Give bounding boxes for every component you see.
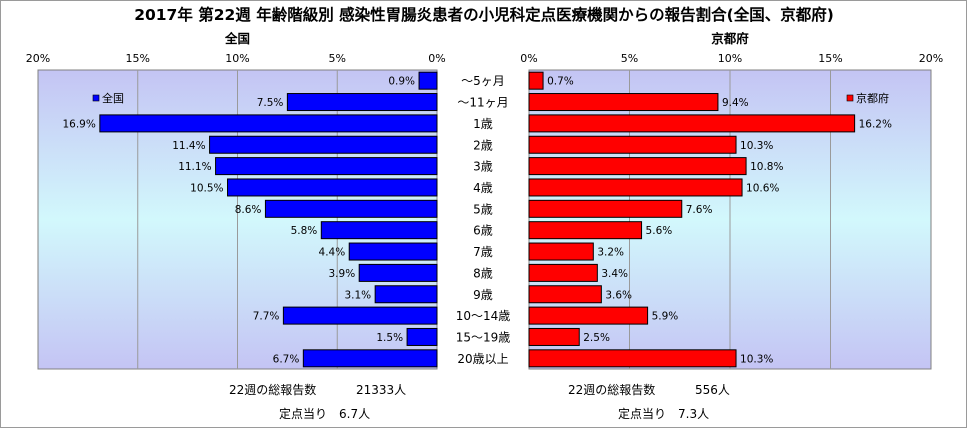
national-value-label: 1.5% xyxy=(376,332,403,344)
kyoto-tick-label: 0% xyxy=(520,52,537,65)
national-value-label: 16.9% xyxy=(62,118,95,130)
national-bar xyxy=(286,93,438,112)
kyoto-panel-title: 京都府 xyxy=(711,31,749,46)
national-bar xyxy=(302,349,438,368)
kyoto-value-label: 7.6% xyxy=(686,204,713,216)
kyoto-note-label: 定点当り xyxy=(618,406,666,421)
category-label: ～5ヶ月 xyxy=(461,74,505,88)
kyoto-value-label: 10.8% xyxy=(750,161,783,173)
category-label: 9歳 xyxy=(473,288,493,302)
national-note-label: 22週の総報告数 xyxy=(229,382,316,397)
kyoto-value-label: 16.2% xyxy=(859,118,892,130)
kyoto-bar xyxy=(528,157,747,176)
national-value-label: 7.7% xyxy=(253,311,280,323)
national-value-label: 10.5% xyxy=(190,182,223,194)
kyoto-bar xyxy=(528,93,719,112)
national-value-label: 3.1% xyxy=(344,289,371,301)
national-bar xyxy=(418,71,438,90)
national-note-value: 21333人 xyxy=(356,383,406,397)
national-value-label: 11.4% xyxy=(172,140,205,152)
national-bar xyxy=(358,263,438,282)
category-label: 2歳 xyxy=(473,138,493,152)
national-note-value: 6.7人 xyxy=(339,407,370,421)
kyoto-bar xyxy=(528,178,743,197)
kyoto-bar xyxy=(528,263,598,282)
category-label: 5歳 xyxy=(473,202,493,216)
kyoto-value-label: 9.4% xyxy=(722,97,749,109)
national-tick-label: 15% xyxy=(126,52,150,65)
national-bar xyxy=(209,135,438,154)
kyoto-bar xyxy=(528,306,649,325)
national-tick-label: 10% xyxy=(225,52,249,65)
national-tick-label: 20% xyxy=(26,52,50,65)
national-value-label: 11.1% xyxy=(178,161,211,173)
kyoto-value-label: 10.3% xyxy=(740,140,773,152)
national-panel-title: 全国 xyxy=(224,31,250,46)
kyoto-tick-label: 20% xyxy=(919,52,943,65)
national-value-label: 4.4% xyxy=(319,247,346,259)
kyoto-note-value: 556人 xyxy=(695,383,730,397)
kyoto-bar xyxy=(528,327,580,346)
kyoto-bar xyxy=(528,114,856,133)
kyoto-bar xyxy=(528,242,594,261)
kyoto-tick-label: 15% xyxy=(818,52,842,65)
category-label: 10～14歳 xyxy=(456,309,511,323)
category-label: 6歳 xyxy=(473,224,493,238)
kyoto-value-label: 3.4% xyxy=(601,268,628,280)
category-label: 15～19歳 xyxy=(456,330,511,344)
category-label: 8歳 xyxy=(473,266,493,280)
national-bar xyxy=(264,199,438,218)
kyoto-value-label: 2.5% xyxy=(583,332,610,344)
national-tick-label: 5% xyxy=(329,52,346,65)
category-label: 4歳 xyxy=(473,181,493,195)
kyoto-tick-label: 10% xyxy=(718,52,742,65)
national-value-label: 3.9% xyxy=(329,268,356,280)
category-label: 7歳 xyxy=(473,245,493,259)
kyoto-value-label: 0.7% xyxy=(547,76,574,88)
national-value-label: 6.7% xyxy=(273,353,300,365)
kyoto-legend-label: 京都府 xyxy=(856,91,889,105)
national-bar xyxy=(374,285,438,304)
national-legend-swatch xyxy=(92,94,100,102)
kyoto-note-value: 7.3人 xyxy=(678,407,709,421)
national-bar xyxy=(320,221,438,240)
chart-title: 2017年 第22週 年齢階級別 感染性胃腸炎患者の小児科定点医療機関からの報告… xyxy=(134,5,834,24)
kyoto-value-label: 3.2% xyxy=(597,247,624,259)
category-label: 3歳 xyxy=(473,160,493,174)
kyoto-tick-label: 5% xyxy=(621,52,638,65)
national-value-label: 7.5% xyxy=(257,97,284,109)
kyoto-legend-swatch xyxy=(846,94,854,102)
kyoto-value-label: 5.6% xyxy=(646,225,673,237)
national-value-label: 5.8% xyxy=(291,225,318,237)
national-bar xyxy=(215,157,438,176)
kyoto-bar xyxy=(528,71,544,90)
category-label: ～11ヶ月 xyxy=(457,96,508,110)
kyoto-bar xyxy=(528,221,643,240)
national-bar xyxy=(282,306,438,325)
national-legend-label: 全国 xyxy=(102,91,124,105)
category-label: 1歳 xyxy=(473,117,493,131)
kyoto-bar xyxy=(528,199,683,218)
national-bar xyxy=(348,242,438,261)
kyoto-bar xyxy=(528,349,737,368)
kyoto-bar xyxy=(528,135,737,154)
national-value-label: 8.6% xyxy=(235,204,262,216)
national-bar xyxy=(406,327,438,346)
national-bar xyxy=(99,114,438,133)
national-bar xyxy=(227,178,438,197)
kyoto-value-label: 5.9% xyxy=(652,311,679,323)
kyoto-value-label: 3.6% xyxy=(605,289,632,301)
kyoto-value-label: 10.3% xyxy=(740,353,773,365)
kyoto-bar xyxy=(528,285,602,304)
national-value-label: 0.9% xyxy=(388,76,415,88)
kyoto-value-label: 10.6% xyxy=(746,182,779,194)
national-note-label: 定点当り xyxy=(279,406,327,421)
category-label: 20歳以上 xyxy=(457,352,508,366)
national-tick-label: 0% xyxy=(428,52,445,65)
kyoto-note-label: 22週の総報告数 xyxy=(568,382,655,397)
